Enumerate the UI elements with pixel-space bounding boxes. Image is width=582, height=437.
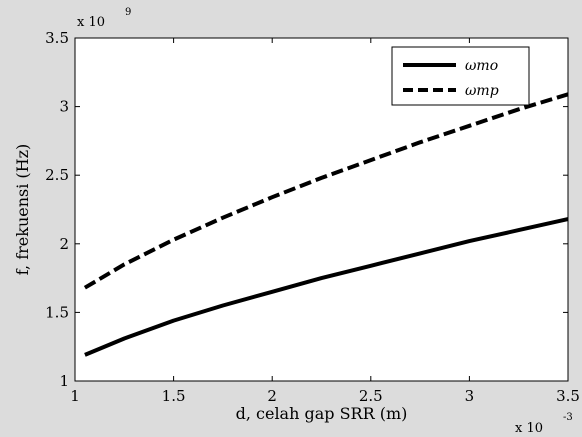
y-tick-label: 1.5 <box>45 303 69 321</box>
y-tick-label: 2.5 <box>45 166 69 184</box>
y-multiplier: x 10 9 <box>77 7 131 30</box>
series-line-wmo <box>84 217 569 357</box>
y-tick-label: 2 <box>59 235 69 253</box>
y-multiplier-exponent: 9 <box>125 7 131 18</box>
x-tick-label: 3.5 <box>556 387 580 405</box>
legend-label-wmo: ωmo <box>465 58 498 74</box>
series-line-wmp <box>83 92 569 290</box>
legend-box <box>391 46 530 106</box>
x-tick-label: 2.5 <box>359 387 383 405</box>
plot-frame <box>74 37 569 382</box>
y-axis-label: f, frekuensi (Hz) <box>13 144 32 276</box>
x-multiplier-base: x 10 <box>515 421 543 436</box>
x-multiplier: x 10 -3 <box>515 412 573 436</box>
series-layer <box>83 92 569 357</box>
y-multiplier-base: x 10 <box>77 15 105 30</box>
x-tick-label: 2 <box>267 387 277 405</box>
x-multiplier-exponent: -3 <box>563 412 573 423</box>
x-tick-label: 1.5 <box>162 387 186 405</box>
y-tick-label: 1 <box>59 372 69 390</box>
legend: ωmo ωmp <box>391 46 530 106</box>
x-tick-label: 3 <box>465 387 475 405</box>
y-tick-label: 3 <box>59 98 69 116</box>
legend-label-wmp: ωmp <box>465 83 499 99</box>
x-tick-label: 1 <box>70 387 80 405</box>
x-axis-label: d, celah gap SRR (m) <box>236 404 408 423</box>
y-tick-label: 3.5 <box>45 29 69 47</box>
